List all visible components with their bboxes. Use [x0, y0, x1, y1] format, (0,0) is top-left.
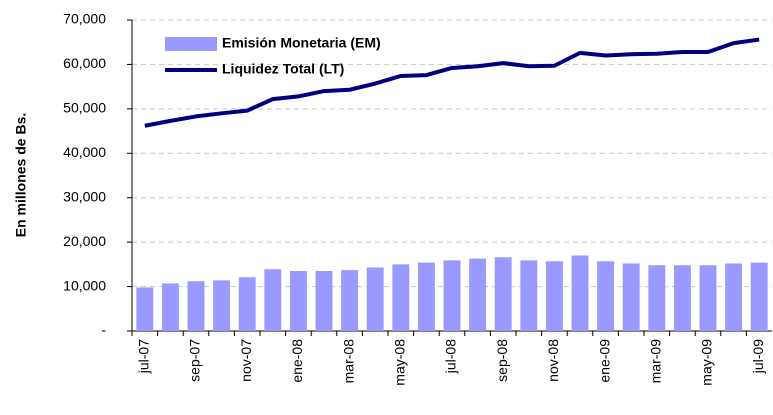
x-tick-label: jul-08 — [443, 339, 459, 374]
legend-label: Emisión Monetaria (EM) — [222, 35, 381, 51]
bar — [238, 277, 256, 331]
x-tick-label: jul-09 — [750, 339, 766, 374]
y-axis-label: En millones de Bs. — [13, 113, 29, 237]
bar — [494, 257, 512, 331]
x-tick-label: may-09 — [699, 339, 715, 386]
bar — [392, 264, 410, 331]
y-tick-label: 50,000 — [63, 100, 106, 116]
bar — [545, 261, 563, 331]
bar — [187, 281, 205, 331]
x-tick-label: mar-08 — [340, 339, 356, 384]
bar — [571, 255, 589, 331]
y-tick-label: 70,000 — [63, 11, 106, 27]
x-tick-label: ene-09 — [596, 339, 612, 383]
bar — [725, 263, 743, 331]
x-tick-label: nov-08 — [545, 339, 561, 382]
bar — [673, 265, 691, 331]
bar — [648, 265, 666, 331]
x-tick-label: may-08 — [392, 339, 408, 386]
x-tick-label: ene-08 — [289, 339, 305, 383]
bar — [622, 263, 640, 331]
bar — [750, 262, 768, 331]
x-tick-label: mar-09 — [648, 339, 664, 384]
bar — [469, 258, 487, 331]
line — [144, 37, 760, 128]
legend-label: Liquidez Total (LT) — [222, 61, 344, 77]
bar — [699, 265, 717, 331]
y-tick-label: 10,000 — [63, 277, 106, 293]
bar — [520, 260, 538, 331]
x-tick-label: sep-07 — [187, 339, 203, 382]
legend-swatch — [165, 37, 217, 51]
x-tick-label: jul-07 — [136, 339, 152, 374]
bar — [341, 270, 359, 331]
y-tick-label: - — [101, 322, 106, 338]
bar — [264, 269, 282, 331]
bar — [161, 283, 179, 331]
y-tick-label: 40,000 — [63, 144, 106, 160]
bar — [213, 280, 231, 331]
x-tick-label: sep-08 — [494, 339, 510, 382]
bar — [597, 261, 615, 331]
bar — [136, 287, 154, 331]
bar — [315, 271, 333, 331]
y-tick-label: 30,000 — [63, 188, 106, 204]
bar — [417, 262, 435, 331]
bar — [289, 271, 307, 331]
y-tick-label: 20,000 — [63, 233, 106, 249]
x-tick-label: nov-07 — [238, 339, 254, 382]
y-tick-label: 60,000 — [63, 55, 106, 71]
bar — [366, 267, 384, 331]
bar — [443, 260, 461, 331]
